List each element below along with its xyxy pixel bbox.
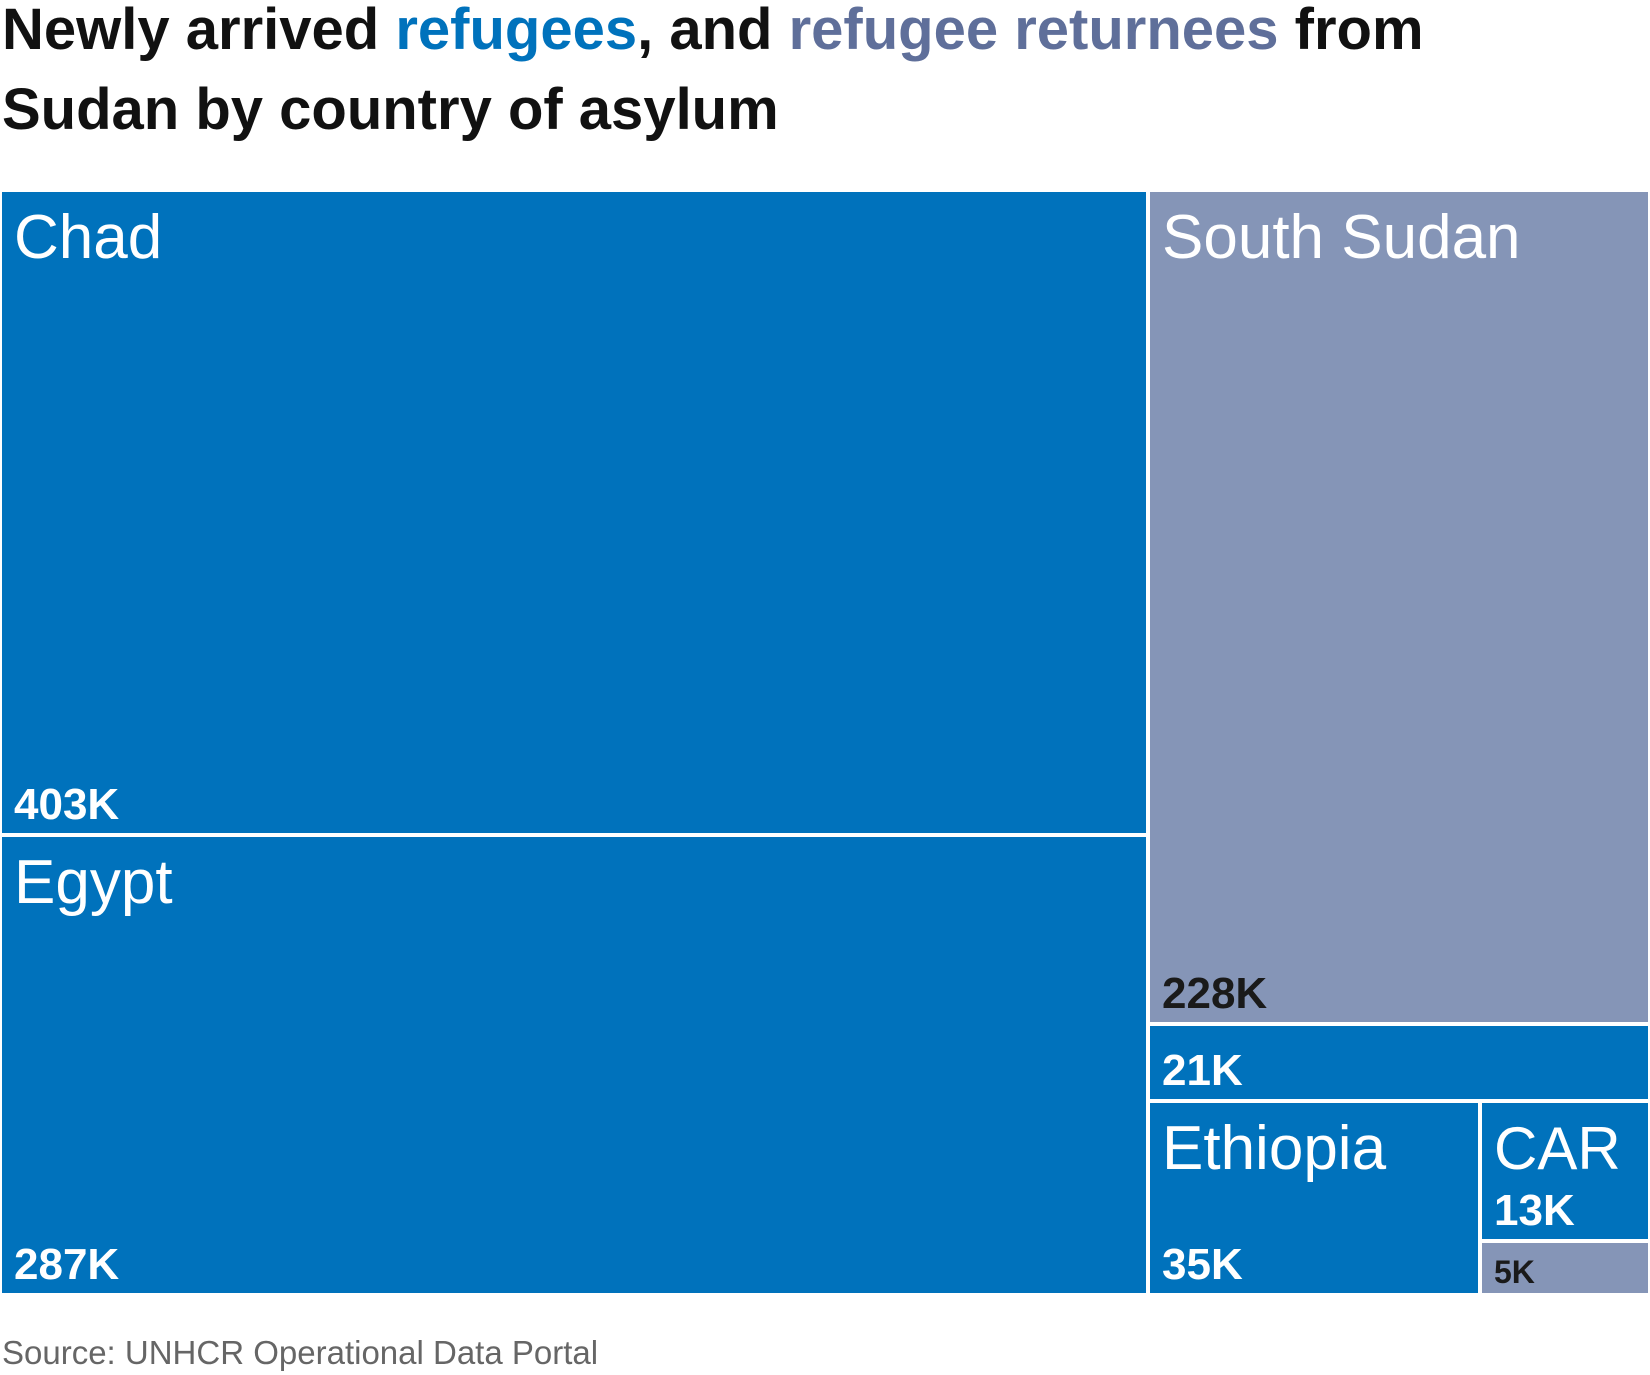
country-label-south-sudan: South Sudan: [1162, 203, 1521, 272]
value-label-unlabeled-21k: 21K: [1162, 1046, 1243, 1095]
value-label-south-sudan: 228K: [1162, 969, 1267, 1018]
treemap-cell-ethiopia: Ethiopia 35K: [1150, 1103, 1478, 1293]
treemap-cell-unlabeled-21k: 21K: [1150, 1026, 1648, 1099]
treemap-rect-egypt: [2, 837, 1146, 1293]
title-part2: , and: [637, 0, 789, 62]
treemap-cell-south-sudan: South Sudan 228K: [1150, 192, 1648, 1022]
country-label-car: CAR: [1494, 1115, 1621, 1182]
treemap-rect-unlabeled-5k: [1482, 1243, 1648, 1293]
country-label-egypt: Egypt: [14, 848, 173, 917]
treemap-cell-egypt: Egypt 287K: [2, 837, 1146, 1293]
treemap-rect-car: [1482, 1103, 1648, 1239]
value-label-car: 13K: [1494, 1186, 1575, 1235]
value-label-chad: 403K: [14, 780, 119, 829]
title-refugees-highlight: refugees: [395, 0, 638, 62]
treemap-cell-chad: Chad 403K: [2, 192, 1146, 833]
treemap-rect-ethiopia: [1150, 1103, 1478, 1293]
value-label-ethiopia: 35K: [1162, 1240, 1243, 1289]
treemap-chart: Chad 403K Egypt 287K South Sudan 228K 21K Ethio…: [2, 192, 1648, 1293]
title-part1: Newly arrived: [2, 0, 396, 62]
chart-title: Newly arrived refugees, and refugee retu…: [2, 0, 1602, 150]
title-part3: from Sudan by country of asylum: [2, 0, 1424, 142]
treemap-rect-south-sudan: [1150, 192, 1648, 1022]
treemap-rect-chad: [2, 192, 1146, 833]
country-label-chad: Chad: [14, 203, 162, 272]
value-label-unlabeled-5k: 5K: [1494, 1254, 1535, 1290]
source-note: Source: UNHCR Operational Data Portal: [2, 1334, 599, 1371]
value-label-egypt: 287K: [14, 1240, 119, 1289]
title-returnees-highlight: refugee returnees: [788, 0, 1279, 62]
treemap-rect-unlabeled-21k: [1150, 1026, 1648, 1099]
treemap-cell-unlabeled-5k: 5K: [1482, 1243, 1648, 1293]
country-label-ethiopia: Ethiopia: [1162, 1114, 1387, 1183]
